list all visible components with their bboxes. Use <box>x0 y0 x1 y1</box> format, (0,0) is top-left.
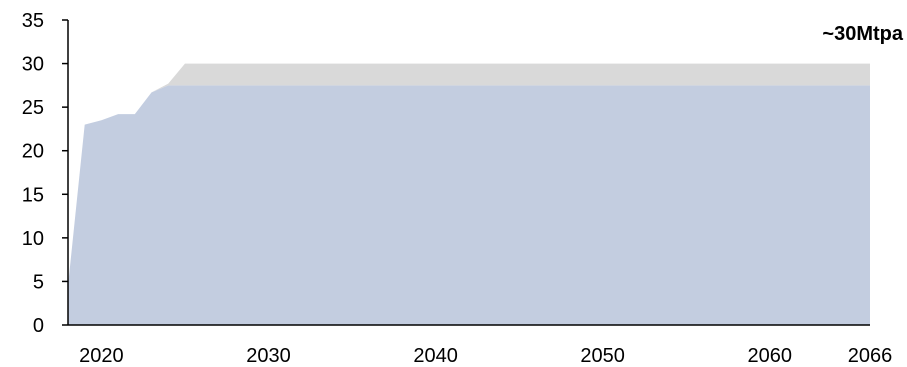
x-tick-label: 2030 <box>246 345 291 367</box>
y-tick-label: 20 <box>22 141 44 163</box>
y-tick-label: 10 <box>22 228 44 250</box>
area-series-1 <box>68 85 870 325</box>
annotations: ~30Mtpa <box>822 23 903 45</box>
plot-area <box>68 63 870 325</box>
y-tick-label: 15 <box>22 184 44 206</box>
y-tick-label: 30 <box>22 54 44 76</box>
y-tick-label: 35 <box>22 10 44 32</box>
x-tick-label: 2060 <box>748 345 793 367</box>
y-tick-label: 5 <box>33 271 44 293</box>
x-tick-label: 2040 <box>413 345 458 367</box>
axes <box>67 20 870 326</box>
y-tick-label: 25 <box>22 97 44 119</box>
x-tick-label: 2020 <box>79 345 124 367</box>
x-tick-label: 2050 <box>580 345 625 367</box>
x-tick-label: 2066 <box>848 345 893 367</box>
y-axis-ticks: 0 5 10 15 20 25 30 35 <box>22 10 68 337</box>
x-axis-ticks: 2020 2030 2040 2050 2060 2066 <box>79 345 892 367</box>
y-tick-label: 0 <box>33 315 44 337</box>
annotation-label: ~30Mtpa <box>822 23 903 45</box>
